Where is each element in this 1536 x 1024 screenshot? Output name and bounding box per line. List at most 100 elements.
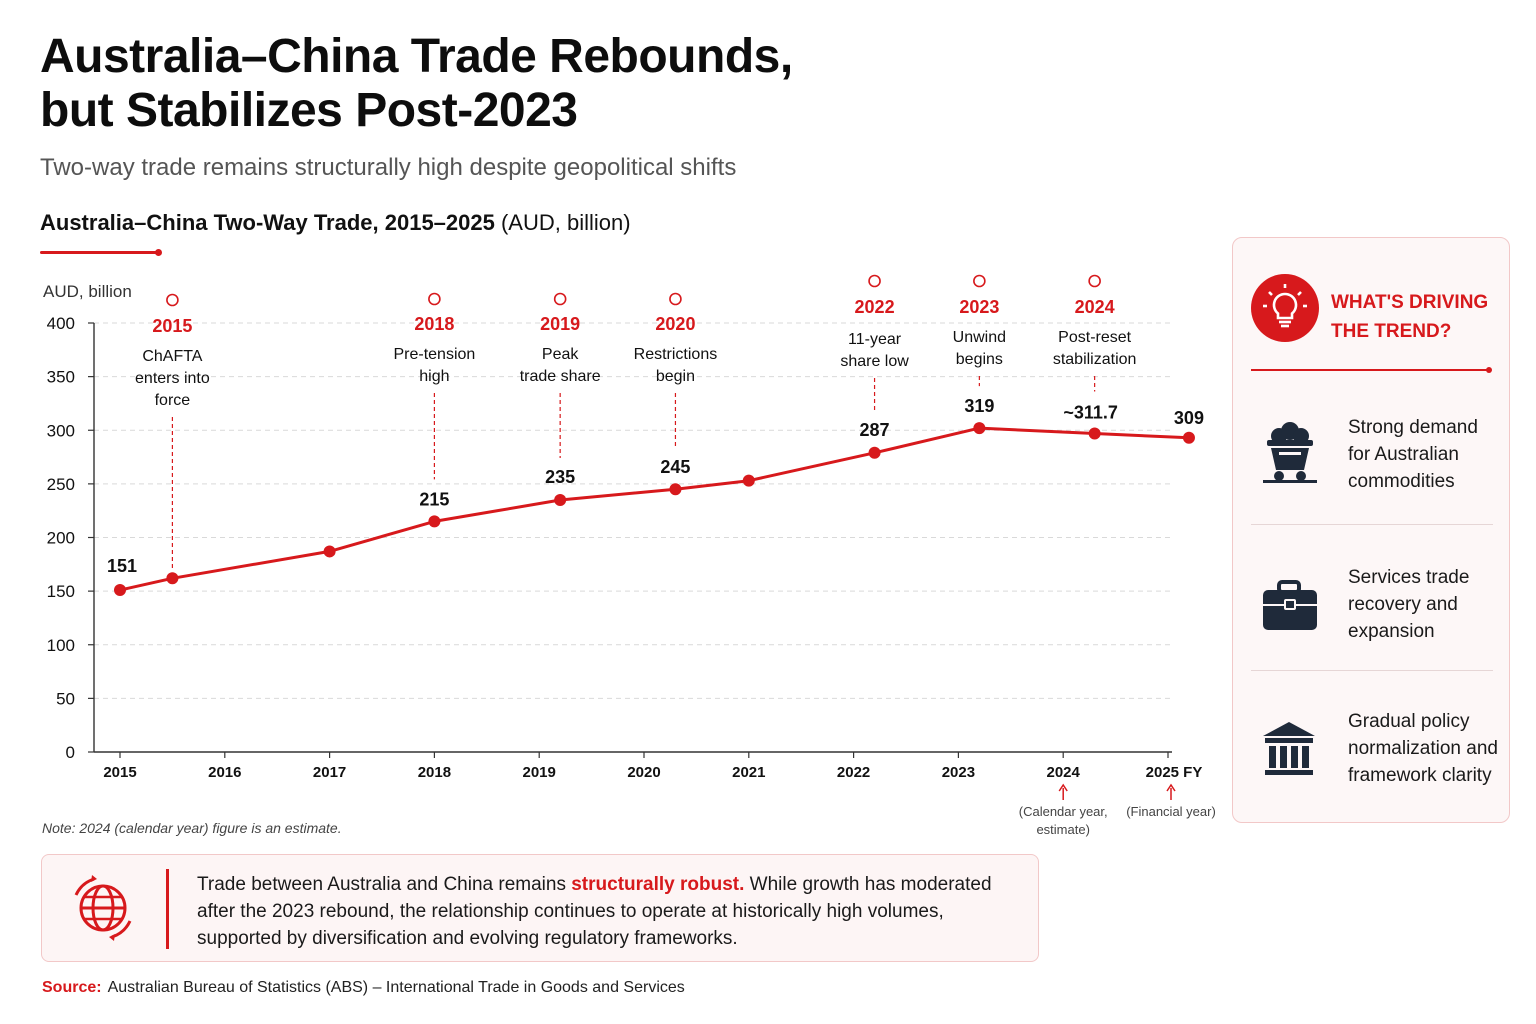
data-point: [742, 474, 755, 487]
annotation-year: 2019: [540, 314, 580, 334]
data-label: 287: [860, 420, 890, 440]
data-label: 245: [660, 457, 690, 477]
driver-text: Strong demand for Australian commodities: [1348, 417, 1478, 492]
annotation-year: 2018: [414, 314, 454, 334]
x-tick-label: 2024: [1047, 764, 1081, 781]
annotation-marker: [669, 292, 682, 306]
annotation-text: Peak: [542, 346, 579, 363]
x-note-arrowhead: [1058, 783, 1068, 792]
chart-heading: Australia–China Two-Way Trade, 2015–2025…: [40, 210, 631, 236]
driver-item-commodities: Strong demand for Australian commodities: [1251, 400, 1493, 530]
source-label: Source:: [42, 979, 102, 996]
driver-text: Gradual policy normalization and framewo…: [1348, 711, 1498, 786]
data-label: ~311.7: [1063, 402, 1118, 422]
source-line: Source: Australian Bureau of Statistics (…: [42, 979, 685, 997]
divider: [1251, 670, 1493, 671]
annotation-text: trade share: [520, 368, 601, 385]
x-note-text: (Financial year): [1126, 804, 1216, 819]
y-tick-label: 100: [47, 636, 75, 655]
annotation-text: force: [155, 392, 191, 409]
x-note-text: estimate): [1036, 822, 1089, 837]
page-subtitle: Two-way trade remains structurally high …: [40, 154, 737, 181]
annotation-text: stabilization: [1053, 351, 1137, 368]
y-tick-label: 400: [47, 314, 75, 333]
annotation-year: 2023: [959, 297, 999, 317]
page-title: Australia–China Trade Rebounds, but Stab…: [40, 30, 793, 137]
data-point: [323, 545, 336, 558]
mine-cart-icon: [1259, 418, 1319, 486]
y-tick-label: 150: [47, 582, 75, 601]
chart-heading-unit: (AUD, billion): [500, 210, 631, 235]
data-label: 319: [964, 396, 994, 416]
data-label: 151: [107, 556, 137, 576]
x-tick-label: 2016: [208, 764, 241, 781]
data-label: 235: [545, 467, 575, 487]
annotation-year: 2020: [655, 314, 695, 334]
data-point: [1088, 427, 1101, 440]
annotation-text: begin: [656, 368, 695, 385]
callout-divider: [166, 869, 169, 949]
annotation-text: enters into: [135, 370, 210, 387]
annotation-text: Pre-tension: [393, 346, 475, 363]
x-tick-label: 2020: [627, 764, 660, 781]
summary-callout: Trade between Australia and China remain…: [41, 854, 1039, 962]
data-label: 309: [1174, 408, 1204, 428]
globe-arrows-icon: [68, 873, 138, 943]
annotation-marker: [868, 274, 881, 288]
x-tick-label: 2017: [313, 764, 346, 781]
annotation-year: 2015: [152, 316, 192, 336]
annotation-marker: [428, 292, 441, 306]
annotation-year: 2022: [855, 297, 895, 317]
data-point: [114, 584, 126, 597]
annotation-marker: [166, 293, 179, 307]
annotation-year: 2024: [1075, 297, 1115, 317]
annotation-marker: [553, 292, 567, 306]
y-tick-label: 350: [47, 368, 75, 387]
chart-note: Note: 2024 (calendar year) figure is an …: [42, 820, 342, 836]
annotation-marker: [1088, 274, 1101, 288]
y-tick-label: 250: [47, 475, 75, 494]
series-line: [119, 426, 1190, 592]
divider: [1251, 524, 1493, 525]
y-tick-label: 200: [47, 529, 75, 548]
annotation-text: share low: [840, 353, 909, 370]
drivers-rule: [1251, 367, 1492, 373]
data-point: [1182, 431, 1195, 444]
x-tick-label: 2023: [942, 764, 975, 781]
driver-item-policy: Gradual policy normalization and framewo…: [1251, 694, 1498, 824]
annotation-marker: [973, 274, 986, 288]
source-text: Australian Bureau of Statistics (ABS) – …: [107, 979, 685, 996]
annotation-text: Restrictions: [634, 346, 718, 363]
annotation-text: Unwind: [953, 329, 1006, 346]
callout-text-intro: Trade between Australia and China remain…: [197, 874, 572, 895]
x-note-arrowhead: [1166, 783, 1176, 792]
data-label: 215: [419, 489, 449, 509]
government-building-icon: [1259, 712, 1319, 780]
x-tick-label: 2019: [523, 764, 556, 781]
annotation-text: high: [419, 368, 449, 385]
briefcase-icon: [1259, 568, 1319, 636]
data-point: [428, 515, 441, 528]
lightbulb-icon: [1251, 274, 1319, 342]
chart-heading-title: Australia–China Two-Way Trade, 2015–2025: [40, 210, 495, 235]
data-point: [669, 483, 682, 496]
data-point: [868, 446, 881, 459]
x-tick-label: 2022: [837, 764, 870, 781]
annotation-text: ChAFTA: [142, 348, 202, 365]
y-tick-label: 0: [66, 743, 75, 762]
annotation-text: Post-reset: [1058, 329, 1131, 346]
x-tick-label: 2021: [732, 764, 765, 781]
annotation-text: begins: [956, 351, 1003, 368]
data-point: [554, 493, 567, 506]
data-point: [973, 422, 986, 435]
callout-text-body: While growth has moderated after the 202…: [197, 874, 992, 949]
driver-text: Services trade recovery and expansion: [1348, 567, 1470, 642]
y-axis-label: AUD, billion: [43, 282, 132, 301]
callout-highlight: structurally robust.: [571, 874, 745, 895]
driver-item-services: Services trade recovery and expansion: [1251, 550, 1493, 680]
x-tick-label: 2015: [103, 764, 136, 781]
trade-line-chart: AUD, billion 0 50 100 150 200 250 300 350 400 2015…: [43, 274, 1216, 837]
drivers-panel: WHAT'S DRIVING THE TREND? Strong demand …: [1232, 237, 1510, 823]
data-point: [166, 572, 179, 585]
annotation-text: 11-year: [848, 331, 902, 348]
